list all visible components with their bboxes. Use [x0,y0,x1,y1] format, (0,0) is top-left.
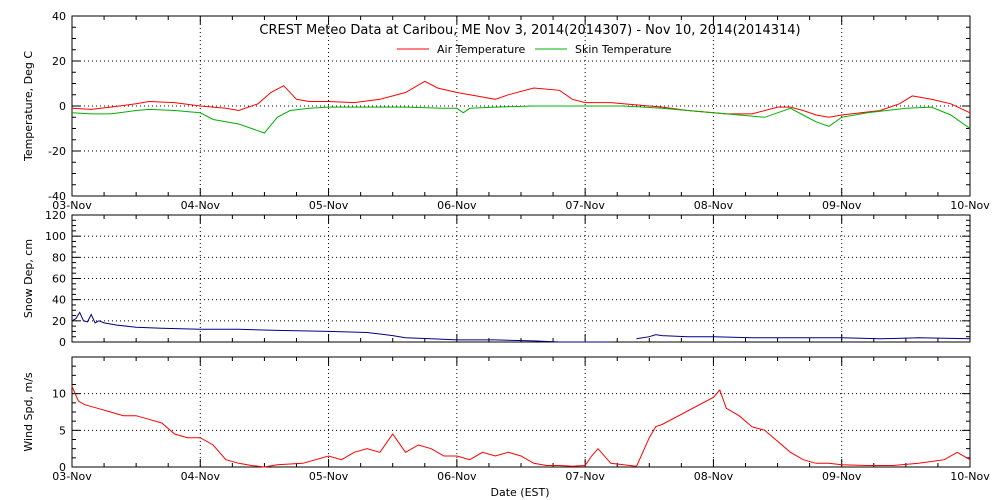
x-tick-label: 05-Nov [309,470,349,483]
plot-frame [71,356,971,468]
y-tick-label: 0 [59,100,66,113]
x-tick-label: 04-Nov [181,470,221,483]
x-tick-label: 03-Nov [52,470,92,483]
x-tick-label: 05-Nov [309,199,349,212]
y-tick-label: 20 [52,315,66,328]
y-tick-label: 40 [52,10,66,23]
y-tick-label: 60 [52,273,66,286]
y-tick-label: 10 [52,388,66,401]
y-tick-label: 100 [45,230,66,243]
y-axis-title: Temperature, Deg C [22,51,35,162]
y-tick-label: -20 [48,145,66,158]
series-line-skin-temperature [71,105,971,134]
x-tick-label: 08-Nov [694,199,734,212]
legend-label: Air Temperature [437,43,526,56]
x-tick-label: 09-Nov [822,470,862,483]
y-tick-label: 20 [52,55,66,68]
y-tick-label: -40 [48,190,66,203]
y-axis-title: Snow Dep, cm [22,239,35,318]
panel-temperature: -40 -20 0 20 40 Temperature, Deg C 03-Nov 04-No… [22,10,990,212]
x-tick-label: 07-Nov [565,470,605,483]
legend-label: Skin Temperature [575,43,672,56]
series-line-snow [71,311,611,343]
x-tick-label: 06-Nov [437,470,477,483]
x-axis-title: Date (EST) [490,486,549,499]
x-tick-label: 07-Nov [565,199,605,212]
series-line-air-temperature [71,80,971,118]
y-axis-title: Wind Spd, m/s [22,372,35,452]
x-tick-label: 10-Nov [950,470,990,483]
y-tick-label: 40 [52,294,66,307]
x-tick-label: 04-Nov [181,199,221,212]
y-tick-label: 0 [59,336,66,349]
y-tick-label: 0 [59,461,66,474]
x-tick-label: 09-Nov [822,199,862,212]
y-tick-label: 120 [45,209,66,222]
series-line-wind [71,386,971,468]
y-tick-label: 5 [59,424,66,437]
legend: Air Temperature Skin Temperature [397,43,672,56]
panel-snow: 0 20 40 60 80 100 120 Snow Dep, cm [22,209,971,349]
panel-wind: 0 5 10 Wind Spd, m/s 03-Nov 04-Nov 05-Nov 06-No… [22,356,990,483]
x-tick-label: 10-Nov [950,199,990,212]
series-line-snow [636,334,971,340]
x-tick-label: 08-Nov [694,470,734,483]
x-tick-label: 06-Nov [437,199,477,212]
x-tick-label: 03-Nov [52,199,92,212]
y-tick-label: 80 [52,251,66,264]
chart-title: CREST Meteo Data at Caribou, ME Nov 3, 2… [259,23,800,38]
